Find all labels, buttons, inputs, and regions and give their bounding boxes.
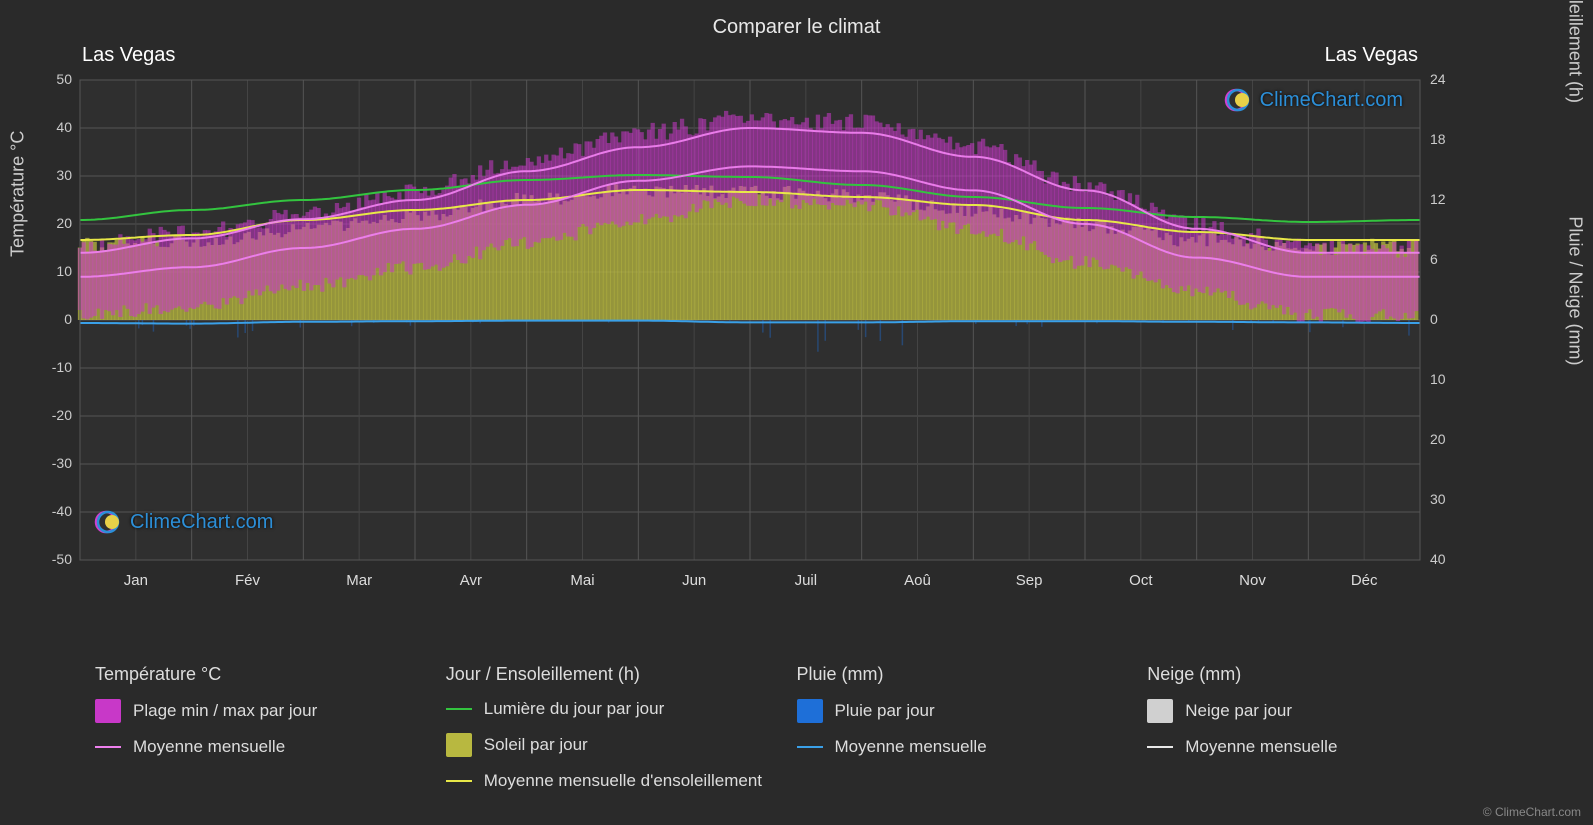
y-left-tick: -30: [52, 455, 72, 471]
legend-title: Température °C: [95, 664, 446, 685]
legend-col-sun: Jour / Ensoleillement (h) Lumière du jou…: [446, 664, 797, 805]
legend-label: Moyenne mensuelle d'ensoleillement: [484, 771, 762, 791]
month-label: Jan: [124, 572, 148, 589]
legend-label: Moyenne mensuelle: [1185, 737, 1337, 757]
y-left-tick: 10: [56, 263, 72, 279]
month-label: Aoû: [904, 572, 931, 589]
legend-col-rain: Pluie (mm) Pluie par jour Moyenne mensuel…: [797, 664, 1148, 805]
month-label: Fév: [235, 572, 260, 589]
logo-text: ClimeChart.com: [130, 511, 273, 534]
y-left-tick: 40: [56, 119, 72, 135]
y-right-top-tick: 6: [1430, 251, 1438, 267]
y-right-bottom-tick: 30: [1430, 491, 1446, 507]
y-left-tick: 50: [56, 71, 72, 87]
y-left-tick: 0: [64, 311, 72, 327]
legend-swatch: [1147, 746, 1173, 748]
legend-item: Moyenne mensuelle: [1147, 737, 1498, 757]
legend-col-snow: Neige (mm) Neige par jour Moyenne mensuel…: [1147, 664, 1498, 805]
legend-label: Plage min / max par jour: [133, 701, 317, 721]
legend-swatch: [797, 746, 823, 748]
copyright: © ClimeChart.com: [1483, 805, 1581, 819]
legend-swatch: [446, 733, 472, 757]
legend-swatch: [95, 746, 121, 748]
month-label: Juil: [795, 572, 818, 589]
legend-item: Moyenne mensuelle: [797, 737, 1148, 757]
y-left-tick: -50: [52, 551, 72, 567]
legend-item: Moyenne mensuelle d'ensoleillement: [446, 771, 797, 791]
legend-swatch: [797, 699, 823, 723]
legend-swatch: [446, 708, 472, 710]
y-right-top-tick: 0: [1430, 311, 1438, 327]
month-label: Oct: [1129, 572, 1152, 589]
legend-item: Moyenne mensuelle: [95, 737, 446, 757]
month-label: Avr: [460, 572, 482, 589]
legend-label: Moyenne mensuelle: [835, 737, 987, 757]
month-label: Sep: [1016, 572, 1043, 589]
y-right-top-tick: 24: [1430, 71, 1446, 87]
y-left-tick: -20: [52, 407, 72, 423]
logo-top: ClimeChart.com: [1224, 86, 1403, 114]
logo-icon: [1224, 86, 1254, 114]
y-right-bottom-tick: 10: [1430, 371, 1446, 387]
legend-col-temp: Température °C Plage min / max par jour M…: [95, 664, 446, 805]
legend-item: Soleil par jour: [446, 733, 797, 757]
legend-label: Moyenne mensuelle: [133, 737, 285, 757]
legend-label: Lumière du jour par jour: [484, 699, 664, 719]
legend-swatch: [95, 699, 121, 723]
legend-item: Pluie par jour: [797, 699, 1148, 723]
y-left-tick: -40: [52, 503, 72, 519]
chart-container: Comparer le climat Las Vegas Las Vegas T…: [0, 0, 1593, 825]
legend-label: Pluie par jour: [835, 701, 935, 721]
y-right-bottom-tick: 20: [1430, 431, 1446, 447]
legend-title: Pluie (mm): [797, 664, 1148, 685]
logo-text: ClimeChart.com: [1260, 89, 1403, 112]
y-right-top-tick: 18: [1430, 131, 1446, 147]
legend-swatch: [446, 780, 472, 782]
legend-item: Plage min / max par jour: [95, 699, 446, 723]
month-label: Jun: [682, 572, 706, 589]
month-label: Déc: [1351, 572, 1378, 589]
month-label: Nov: [1239, 572, 1266, 589]
legend-swatch: [1147, 699, 1173, 723]
logo-icon: [94, 508, 124, 536]
month-label: Mar: [346, 572, 372, 589]
legend-title: Neige (mm): [1147, 664, 1498, 685]
y-left-tick: -10: [52, 359, 72, 375]
y-right-top-tick: 12: [1430, 191, 1446, 207]
legend-item: Lumière du jour par jour: [446, 699, 797, 719]
legend-item: Neige par jour: [1147, 699, 1498, 723]
y-right-bottom-tick: 40: [1430, 551, 1446, 567]
y-left-tick: 30: [56, 167, 72, 183]
y-left-tick: 20: [56, 215, 72, 231]
legend: Température °C Plage min / max par jour M…: [95, 664, 1498, 805]
legend-label: Neige par jour: [1185, 701, 1292, 721]
logo-bottom: ClimeChart.com: [94, 508, 273, 536]
month-label: Mai: [570, 572, 594, 589]
legend-title: Jour / Ensoleillement (h): [446, 664, 797, 685]
legend-label: Soleil par jour: [484, 735, 588, 755]
